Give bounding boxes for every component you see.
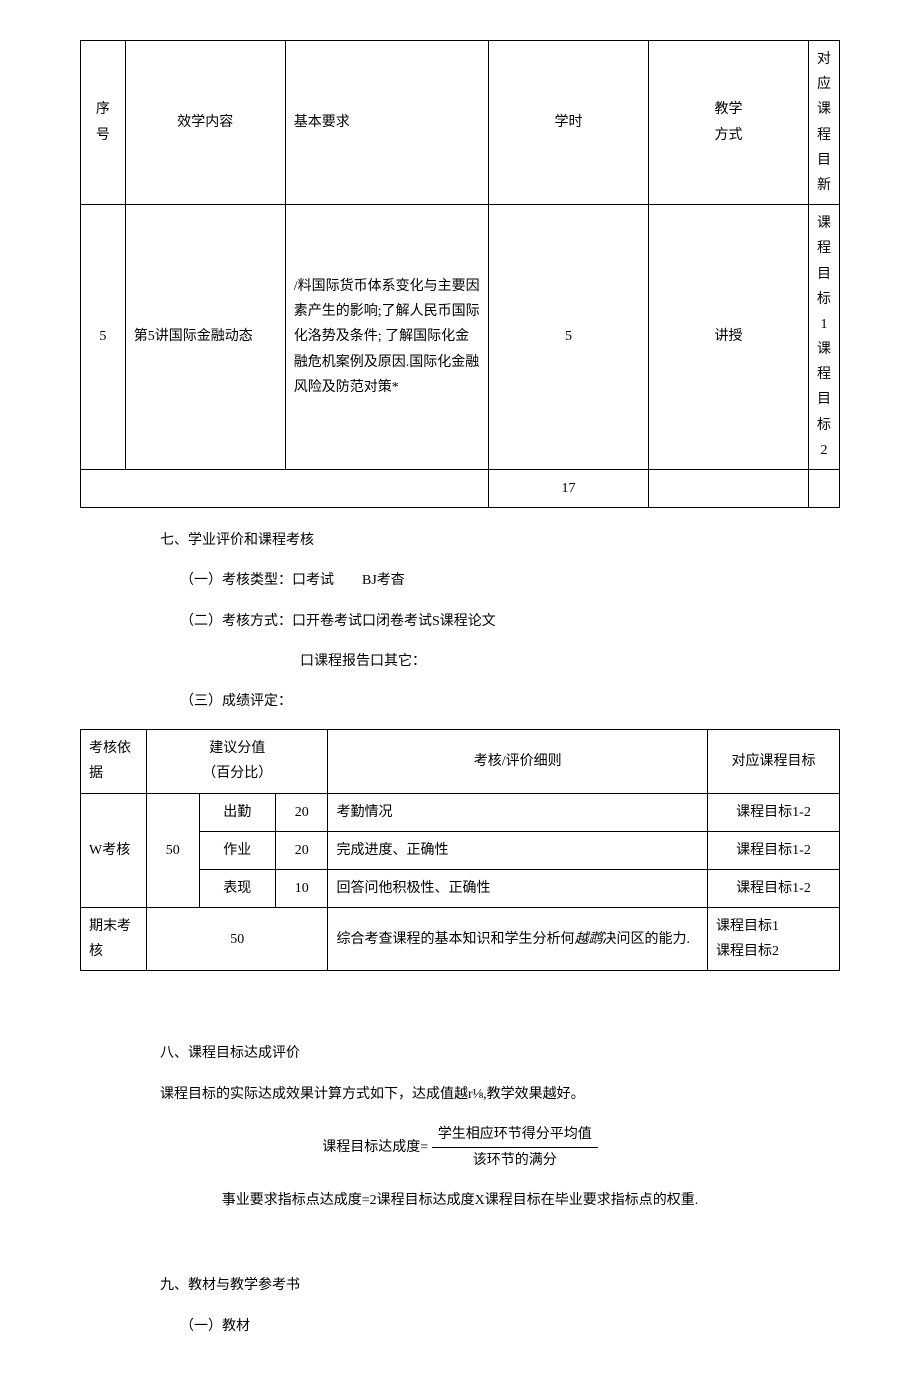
cell-goal: 课程目标1-2 bbox=[707, 831, 839, 869]
cell-pts: 10 bbox=[275, 869, 328, 907]
cell-sub: 表现 bbox=[199, 869, 275, 907]
section-9-item-1: （一）教材 bbox=[180, 1314, 840, 1339]
table-header-row: 序号 效学内容 基本要求 学时 教学 方式 对应课程目新 bbox=[81, 41, 840, 205]
cell-req: /料国际货币体系变化与主要因素产生的影响;了解人民币国际化洛势及条件; 了解国际… bbox=[285, 205, 488, 470]
cell-hours: 5 bbox=[489, 205, 649, 470]
formula-numerator: 学生相应环节得分平均值 bbox=[432, 1122, 598, 1148]
cell-final-goal: 课程目标1 课程目标2 bbox=[707, 908, 839, 971]
cell-method: 讲授 bbox=[649, 205, 809, 470]
grading-table: 考核依据 建议分值 （百分比） 考核/评价细则 对应课程目标 W考核 50 出勤… bbox=[80, 729, 840, 971]
cell-detail: 考勤情况 bbox=[328, 793, 708, 831]
section-8-text-2: 事业要求指标点达成度=2课程目标达成度X课程目标在毕业要求指标点的权重. bbox=[80, 1188, 840, 1213]
table-header-row: 考核依据 建议分值 （百分比） 考核/评价细则 对应课程目标 bbox=[81, 730, 840, 793]
col-method: 教学 方式 bbox=[649, 41, 809, 205]
section-9-title: 九、教材与教学参考书 bbox=[160, 1273, 840, 1298]
cell-pts: 20 bbox=[275, 831, 328, 869]
formula-block: 课程目标达成度= 学生相应环节得分平均值 该环节的满分 bbox=[80, 1122, 840, 1173]
cell-total-hours: 17 bbox=[489, 470, 649, 508]
cell-final-score: 50 bbox=[147, 908, 328, 971]
cell-wkh-label: W考核 bbox=[81, 793, 147, 908]
detail-text-a: 综合考查课程的基本知识和学生分析何 bbox=[336, 932, 574, 947]
cell-content: 第5讲国际金融动态 bbox=[125, 205, 285, 470]
section-7-item-2b: 口课程报告口其它： bbox=[300, 649, 840, 674]
table-row-final: 期末考核 50 综合考查课程的基本知识和学生分析何越鹉决问区的能力. 课程目标1… bbox=[81, 908, 840, 971]
col-goal: 对应课程目标 bbox=[707, 730, 839, 793]
table-total-row: 17 bbox=[81, 470, 840, 508]
cell-goal: 课程目标1-2 bbox=[707, 869, 839, 907]
detail-text-c: 决问区的能力. bbox=[602, 932, 690, 947]
cell-goal: 课程目标1-2 bbox=[707, 793, 839, 831]
formula-label: 课程目标达成度= bbox=[322, 1140, 428, 1155]
cell-detail: 回答问他积极性、正确性 bbox=[328, 869, 708, 907]
cell-empty bbox=[81, 470, 489, 508]
cell-pts: 20 bbox=[275, 793, 328, 831]
col-seq: 序号 bbox=[81, 41, 126, 205]
col-hours: 学时 bbox=[489, 41, 649, 205]
formula-denominator: 该环节的满分 bbox=[432, 1148, 598, 1173]
teaching-content-table: 序号 效学内容 基本要求 学时 教学 方式 对应课程目新 5 第5讲国际金融动态… bbox=[80, 40, 840, 508]
cell-detail: 完成进度、正确性 bbox=[328, 831, 708, 869]
col-req: 基本要求 bbox=[285, 41, 488, 205]
detail-text-b: 越鹉 bbox=[574, 932, 602, 947]
col-detail: 考核/评价细则 bbox=[328, 730, 708, 793]
table-row: W考核 50 出勤 20 考勤情况 课程目标1-2 bbox=[81, 793, 840, 831]
table-row: 5 第5讲国际金融动态 /料国际货币体系变化与主要因素产生的影响;了解人民币国际… bbox=[81, 205, 840, 470]
cell-final-label: 期末考核 bbox=[81, 908, 147, 971]
col-goal: 对应课程目新 bbox=[808, 41, 839, 205]
col-content: 效学内容 bbox=[125, 41, 285, 205]
section-7-item-1: （一）考核类型：口考试 BJ考杳 bbox=[180, 568, 840, 593]
cell-empty bbox=[808, 470, 839, 508]
section-8-text-1: 课程目标的实际达成效果计算方式如下，达成值越r⅛,教学效果越好。 bbox=[160, 1082, 840, 1107]
formula-fraction: 学生相应环节得分平均值 该环节的满分 bbox=[432, 1122, 598, 1173]
cell-seq: 5 bbox=[81, 205, 126, 470]
section-7-item-2: （二）考核方式：口开卷考试口闭卷考试S课程论文 bbox=[180, 609, 840, 634]
cell-wkh-score: 50 bbox=[147, 793, 200, 908]
section-7-title: 七、学业评价和课程考核 bbox=[160, 528, 840, 553]
col-score: 建议分值 （百分比） bbox=[147, 730, 328, 793]
cell-sub: 出勤 bbox=[199, 793, 275, 831]
cell-sub: 作业 bbox=[199, 831, 275, 869]
section-7-item-3: （三）成绩评定： bbox=[180, 689, 840, 714]
col-basis: 考核依据 bbox=[81, 730, 147, 793]
cell-empty bbox=[649, 470, 809, 508]
section-8-title: 八、课程目标达成评价 bbox=[160, 1041, 840, 1066]
cell-goal: 课程目标1 课程目标2 bbox=[808, 205, 839, 470]
cell-final-detail: 综合考查课程的基本知识和学生分析何越鹉决问区的能力. bbox=[328, 908, 708, 971]
